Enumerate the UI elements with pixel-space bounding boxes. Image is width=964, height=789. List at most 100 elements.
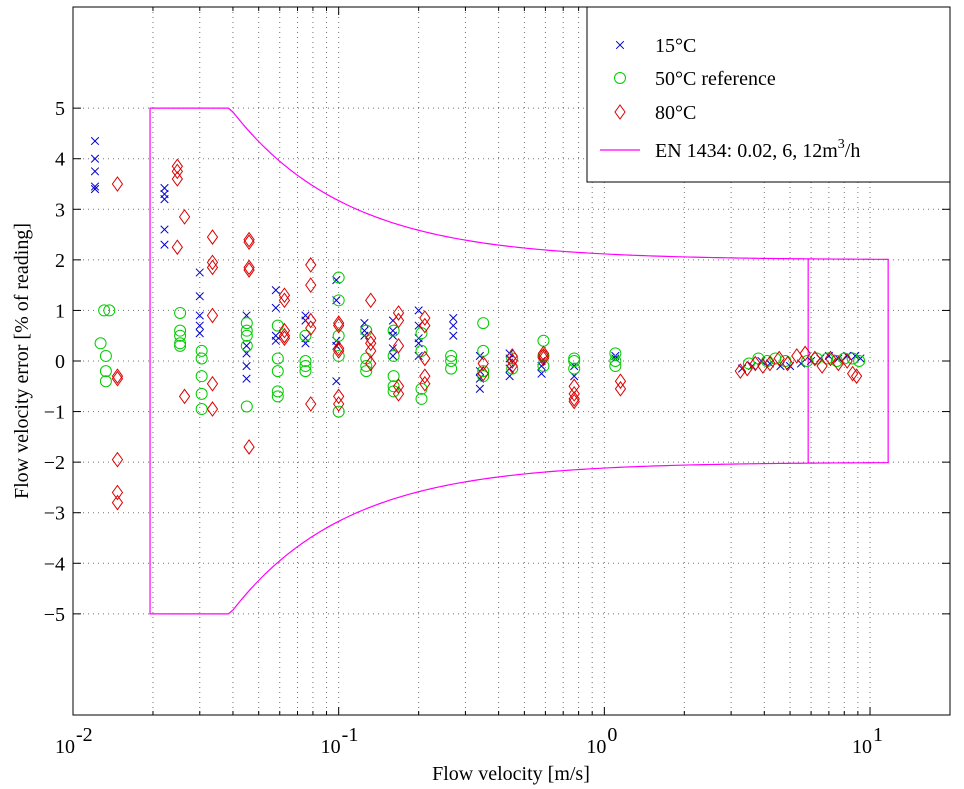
data-point bbox=[568, 355, 581, 367]
data-point bbox=[111, 176, 124, 192]
data-point bbox=[387, 349, 400, 362]
data-point bbox=[419, 317, 431, 334]
data-point bbox=[537, 348, 550, 364]
data-point bbox=[415, 392, 428, 405]
series-2 bbox=[111, 158, 863, 511]
data-point bbox=[111, 451, 124, 468]
data-point bbox=[333, 343, 345, 359]
data-point bbox=[821, 352, 834, 365]
data-point bbox=[195, 370, 208, 383]
data-point bbox=[178, 388, 191, 405]
data-point bbox=[365, 355, 377, 372]
y-tick-label: 2 bbox=[55, 250, 65, 272]
data-point bbox=[111, 368, 124, 385]
data-point bbox=[206, 254, 219, 271]
data-point bbox=[537, 345, 550, 362]
data-point bbox=[365, 292, 377, 309]
data-point bbox=[299, 329, 312, 342]
data-point bbox=[609, 347, 622, 360]
data-point bbox=[195, 344, 208, 357]
legend-entry-1: 50°C reference bbox=[614, 68, 776, 90]
legend: 15°C 50°C reference 80°C EN 1434: 0.02, 6, … bbox=[586, 6, 951, 183]
legend-label: 50°C reference bbox=[655, 68, 776, 90]
data-point bbox=[445, 355, 458, 367]
data-point bbox=[387, 370, 400, 383]
data-point bbox=[614, 380, 627, 397]
data-point bbox=[841, 353, 853, 369]
data-point bbox=[477, 355, 489, 372]
data-point bbox=[271, 385, 284, 398]
legend-marker bbox=[614, 104, 626, 120]
data-point bbox=[195, 387, 208, 400]
x-tick-label: 10-1 bbox=[321, 724, 359, 758]
limit-curve-upper bbox=[149, 107, 889, 362]
data-point bbox=[333, 315, 345, 331]
data-point bbox=[846, 352, 859, 365]
x-tick-base: 10 bbox=[586, 736, 606, 758]
data-point bbox=[414, 306, 423, 315]
data-point bbox=[195, 268, 204, 277]
data-point bbox=[178, 209, 191, 225]
data-point bbox=[243, 231, 255, 248]
data-point bbox=[206, 401, 219, 417]
data-point bbox=[271, 352, 284, 365]
data-point bbox=[278, 330, 291, 347]
data-point bbox=[757, 358, 769, 374]
data-point bbox=[506, 353, 518, 369]
x-tick-exponent: 0 bbox=[607, 724, 617, 746]
data-point bbox=[243, 259, 255, 276]
y-tick-label: 0 bbox=[55, 351, 65, 373]
data-point bbox=[278, 322, 291, 339]
y-tick-label: 5 bbox=[55, 98, 65, 120]
data-point bbox=[809, 350, 821, 367]
data-point bbox=[195, 329, 204, 338]
data-point bbox=[477, 365, 489, 382]
data-point bbox=[160, 183, 169, 193]
data-point bbox=[243, 439, 255, 455]
data-point bbox=[271, 286, 280, 295]
data-point bbox=[477, 365, 490, 378]
data-point bbox=[206, 229, 219, 245]
data-point bbox=[824, 350, 837, 367]
data-point bbox=[90, 136, 100, 146]
data-point bbox=[477, 317, 490, 330]
data-point bbox=[206, 259, 219, 276]
data-point bbox=[415, 382, 428, 395]
data-point bbox=[773, 350, 785, 367]
data-point bbox=[271, 390, 284, 403]
data-point bbox=[360, 365, 373, 378]
data-point bbox=[171, 158, 183, 175]
data-point bbox=[568, 378, 580, 395]
data-point bbox=[242, 361, 251, 371]
data-point bbox=[568, 391, 580, 407]
data-point bbox=[449, 321, 458, 330]
data-point bbox=[801, 355, 814, 367]
y-tick-label: −1 bbox=[44, 402, 65, 424]
data-point bbox=[392, 337, 405, 354]
data-point bbox=[278, 327, 291, 344]
y-axis-label: Flow velocity error [% of reading] bbox=[11, 223, 33, 499]
y-tick-label: −3 bbox=[44, 503, 65, 525]
data-point bbox=[392, 378, 405, 395]
legend-marker bbox=[615, 40, 625, 50]
data-point bbox=[305, 257, 317, 273]
data-point bbox=[171, 239, 183, 256]
data-point bbox=[271, 303, 280, 313]
data-point bbox=[816, 358, 828, 374]
x-tick-base: 10 bbox=[55, 736, 75, 758]
data-point bbox=[365, 330, 377, 347]
data-point bbox=[240, 400, 253, 413]
data-point bbox=[850, 368, 863, 385]
data-point bbox=[332, 294, 345, 307]
y-tick-label: 1 bbox=[55, 300, 65, 322]
legend-marker bbox=[614, 72, 626, 84]
data-point bbox=[475, 384, 485, 393]
legend-entry-2: 80°C bbox=[614, 102, 696, 124]
data-point bbox=[90, 154, 100, 163]
data-point bbox=[103, 304, 116, 317]
data-point bbox=[305, 277, 317, 293]
data-point bbox=[332, 405, 345, 418]
data-point bbox=[568, 386, 580, 402]
data-point bbox=[94, 337, 107, 350]
data-point bbox=[609, 355, 622, 367]
